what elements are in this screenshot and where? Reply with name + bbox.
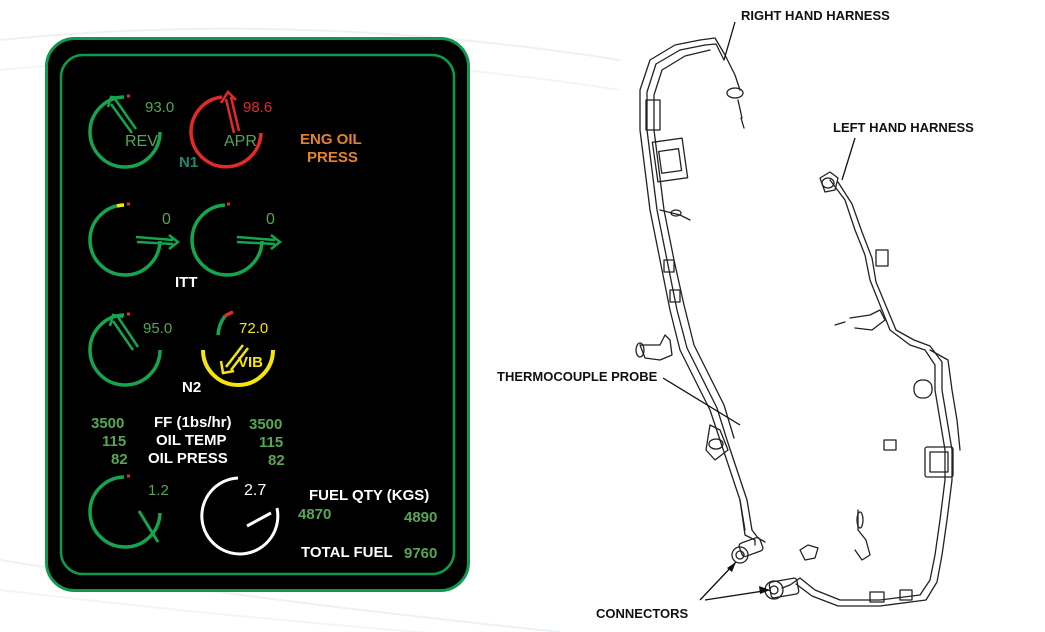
- itt-right-gauge: [190, 202, 283, 277]
- n1-left-value: 93.0: [145, 99, 175, 116]
- ff-right-value: 3500: [249, 416, 283, 433]
- oil-temp-label: OIL TEMP: [156, 432, 227, 449]
- harness-illustration: [635, 21, 961, 607]
- eng-oil-press-line1: ENG OIL: [300, 131, 362, 148]
- fuel-left-gauge: [88, 474, 162, 549]
- itt-right-value: 0: [266, 211, 275, 228]
- fuel-right-qty: 4890: [404, 509, 438, 526]
- right-hand-harness-label: RIGHT HAND HARNESS: [741, 8, 890, 23]
- total-fuel-value: 9760: [404, 545, 438, 562]
- connector-arrow-1: [727, 562, 736, 572]
- eng-oil-press-line2: PRESS: [307, 149, 358, 166]
- left-hand-harness-label: LEFT HAND HARNESS: [833, 120, 974, 135]
- oil-press-right-value: 82: [268, 452, 285, 469]
- n2-caption: N2: [182, 379, 202, 396]
- itt-caption: ITT: [175, 274, 198, 291]
- n2-right-value: 72.0: [239, 320, 269, 337]
- oil-temp-left-value: 115: [102, 433, 127, 450]
- n2-right-gauge: [201, 310, 275, 387]
- total-fuel-label: TOTAL FUEL: [301, 544, 393, 561]
- connector-arrow-2: [759, 586, 770, 594]
- n2-left-value: 95.0: [143, 320, 173, 337]
- panel-outer-border: [45, 37, 470, 592]
- left-hand-harness: [764, 171, 961, 607]
- thermocouple-probe-label: THERMOCOUPLE PROBE: [497, 369, 658, 384]
- panel-inner-border: [59, 53, 456, 576]
- right-hand-harness: [635, 37, 766, 564]
- connectors-label: CONNECTORS: [596, 606, 689, 621]
- fuel-right-gauge-value: 2.7: [244, 482, 267, 499]
- n1-caption: N1: [179, 154, 199, 171]
- n1-apr-label: APR: [224, 133, 257, 150]
- ff-label: FF (1bs/hr): [154, 414, 232, 431]
- oil-press-label: OIL PRESS: [148, 450, 228, 467]
- n1-right-gauge: [189, 90, 263, 169]
- n1-right-value: 98.6: [243, 99, 273, 116]
- itt-left-gauge: [88, 202, 181, 277]
- vib-label: VIB: [238, 354, 264, 371]
- fuel-left-gauge-value: 1.2: [148, 482, 169, 499]
- itt-left-value: 0: [162, 211, 171, 228]
- engine-display-panel: 93.0 REV 98.6 APR N1 ENG OIL PRESS 0 0 I…: [45, 37, 470, 592]
- leader-lines: [662, 21, 856, 601]
- fuel-left-qty: 4870: [298, 506, 332, 523]
- ff-left-value: 3500: [91, 415, 125, 432]
- fuel-right-gauge: [200, 476, 280, 556]
- oil-press-left-value: 82: [111, 451, 128, 468]
- oil-temp-right-value: 115: [259, 434, 284, 451]
- fuel-qty-label: FUEL QTY (KGS): [309, 487, 430, 504]
- n1-rev-label: REV: [125, 133, 158, 150]
- n1-left-gauge: [88, 94, 162, 169]
- n2-left-gauge: [88, 312, 162, 387]
